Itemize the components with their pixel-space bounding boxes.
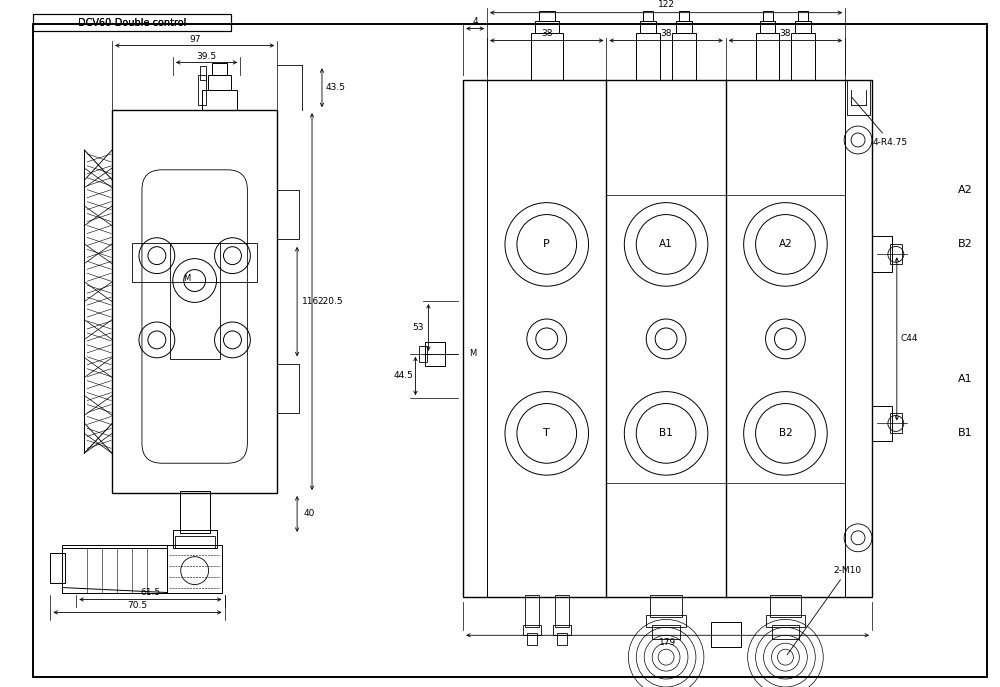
Bar	[553, 625, 571, 635]
Bar	[679, 11, 689, 21]
Bar	[277, 363, 299, 414]
Text: A1: A1	[659, 239, 673, 249]
Bar	[650, 596, 682, 618]
Bar	[539, 11, 555, 21]
Text: B1: B1	[659, 429, 673, 438]
Bar	[173, 530, 217, 548]
Bar	[643, 11, 653, 21]
Text: A2: A2	[779, 239, 792, 249]
Bar	[535, 21, 559, 32]
Bar	[772, 625, 799, 640]
Text: B2: B2	[958, 239, 972, 249]
Bar	[676, 21, 692, 32]
Text: 40: 40	[303, 510, 315, 519]
Bar	[872, 405, 892, 441]
Bar	[180, 491, 210, 533]
Text: 2-M10: 2-M10	[787, 565, 861, 655]
Text: T: T	[543, 429, 550, 438]
Bar	[523, 625, 541, 635]
Bar	[890, 245, 902, 264]
Bar	[198, 76, 206, 105]
Text: 38: 38	[780, 29, 791, 38]
Bar	[463, 80, 872, 598]
Bar	[672, 32, 696, 80]
Bar	[202, 90, 237, 110]
Text: 116: 116	[302, 297, 320, 306]
Bar	[763, 11, 773, 21]
Bar	[890, 414, 902, 433]
Bar	[847, 80, 870, 115]
Text: 53: 53	[413, 324, 424, 333]
Text: M: M	[470, 349, 477, 359]
Bar	[555, 596, 569, 627]
Text: 44.5: 44.5	[394, 371, 413, 380]
Bar	[212, 63, 227, 76]
Text: 4: 4	[472, 17, 478, 26]
Text: 38: 38	[541, 29, 552, 38]
Bar	[640, 21, 656, 32]
Text: A1: A1	[958, 374, 972, 383]
Bar	[33, 14, 231, 31]
Text: 43.5: 43.5	[326, 82, 346, 92]
Bar	[525, 596, 539, 627]
Text: B2: B2	[779, 429, 792, 438]
Bar	[200, 67, 206, 80]
Bar	[557, 633, 567, 645]
Bar	[636, 32, 660, 80]
Bar	[791, 32, 815, 80]
Bar	[770, 596, 801, 618]
Text: 97: 97	[189, 35, 200, 44]
Text: 122: 122	[658, 0, 675, 9]
Bar	[463, 80, 487, 598]
Text: M: M	[183, 274, 190, 283]
Text: 39.5: 39.5	[197, 52, 217, 61]
Text: C44: C44	[900, 335, 918, 344]
Text: 4-R4.75: 4-R4.75	[852, 98, 908, 147]
Text: A2: A2	[958, 185, 972, 194]
Bar	[766, 616, 805, 627]
Bar	[425, 342, 445, 365]
Bar	[419, 346, 427, 362]
Text: P: P	[543, 239, 550, 249]
Bar	[872, 236, 892, 272]
Bar	[760, 21, 775, 32]
Bar	[167, 545, 222, 592]
Bar	[50, 553, 65, 583]
Bar	[845, 80, 872, 598]
Bar	[132, 243, 257, 282]
Bar	[795, 21, 811, 32]
Bar	[756, 32, 779, 80]
Bar	[531, 32, 563, 80]
Text: B1: B1	[958, 429, 972, 438]
Text: 70.5: 70.5	[127, 601, 148, 610]
Bar	[208, 76, 231, 90]
Bar	[798, 11, 808, 21]
Bar	[652, 625, 680, 640]
Bar	[112, 110, 277, 493]
Bar	[527, 633, 537, 645]
Bar	[175, 536, 215, 548]
Bar	[646, 616, 686, 627]
Text: DCV60-Double control: DCV60-Double control	[78, 18, 186, 27]
Bar	[62, 545, 167, 592]
Text: 61.5: 61.5	[140, 588, 160, 597]
Text: 220.5: 220.5	[317, 297, 343, 306]
Text: 38: 38	[660, 29, 672, 38]
Bar	[33, 14, 231, 31]
Text: 179: 179	[659, 638, 676, 646]
Text: DCV60-Double control: DCV60-Double control	[78, 18, 186, 27]
Bar	[170, 243, 220, 359]
Bar	[711, 622, 741, 647]
Bar	[277, 190, 299, 240]
